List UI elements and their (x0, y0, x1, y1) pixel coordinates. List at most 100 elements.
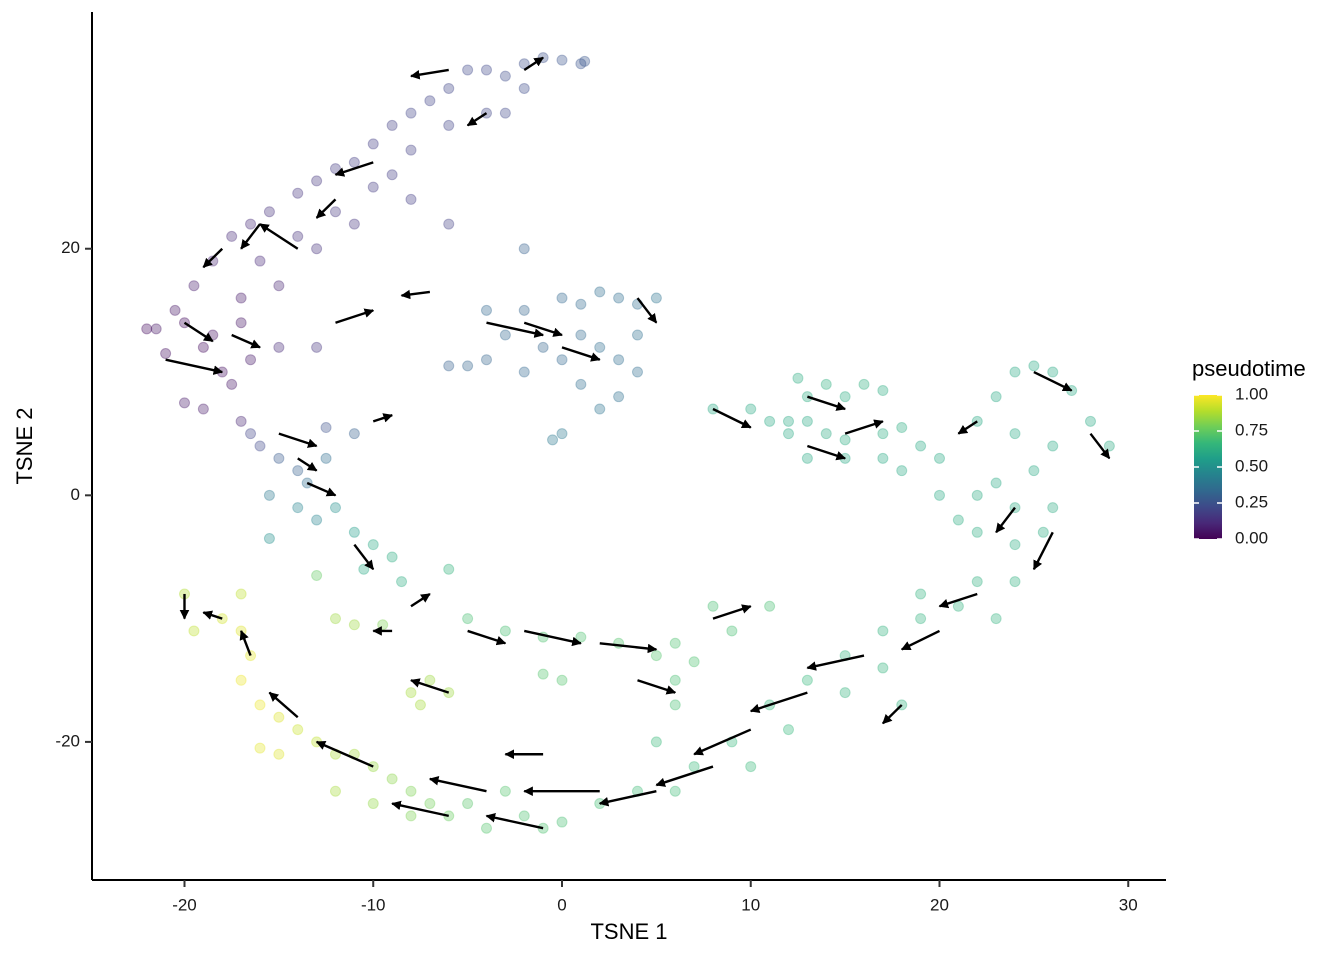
point (518, 810, 530, 822)
velocity-arrow (315, 740, 374, 768)
point (537, 341, 549, 353)
velocity-arrow (428, 776, 487, 793)
x-tick-label: 30 (1119, 895, 1138, 914)
point (1103, 440, 1115, 452)
point (801, 415, 813, 427)
point (971, 489, 983, 501)
point (348, 156, 360, 168)
point (443, 218, 455, 230)
velocity-arrow (844, 419, 884, 435)
colorbar-label: 0.75 (1235, 420, 1268, 439)
point (801, 452, 813, 464)
point (669, 637, 681, 649)
point (141, 323, 153, 335)
colorbar-label: 0.50 (1235, 456, 1268, 475)
velocity-arrow (636, 297, 658, 324)
point (575, 631, 587, 643)
point (235, 317, 247, 329)
point (273, 748, 285, 760)
point (915, 440, 927, 452)
point (990, 477, 1002, 489)
point (292, 187, 304, 199)
velocity-arrow (165, 358, 224, 375)
point (594, 286, 606, 298)
x-axis-title: TSNE 1 (590, 919, 667, 944)
velocity-arrow (561, 346, 601, 362)
point (952, 514, 964, 526)
point (443, 360, 455, 372)
point (575, 298, 587, 310)
velocity-arrow (900, 629, 941, 651)
point (226, 378, 238, 390)
point (367, 539, 379, 551)
point (386, 169, 398, 181)
point (669, 785, 681, 797)
velocity-arrow (410, 678, 450, 694)
point (424, 95, 436, 107)
point (292, 230, 304, 242)
point (443, 119, 455, 131)
point (1009, 576, 1021, 588)
velocity-arrow (523, 629, 582, 647)
point (405, 785, 417, 797)
velocity-arrow (391, 800, 449, 818)
velocity-arrow (183, 321, 214, 343)
point (160, 348, 172, 360)
point (292, 502, 304, 514)
point (480, 822, 492, 834)
point (877, 385, 889, 397)
point (782, 724, 794, 736)
point (377, 619, 389, 631)
point (235, 292, 247, 304)
point (499, 625, 511, 637)
point (396, 576, 408, 588)
point (669, 674, 681, 686)
point (688, 761, 700, 773)
point (254, 742, 266, 754)
point (650, 736, 662, 748)
point (188, 280, 200, 292)
point (320, 452, 332, 464)
colorbar-label: 0.00 (1235, 528, 1268, 547)
velocity-arrow (523, 56, 544, 71)
point (556, 54, 568, 66)
point (613, 354, 625, 366)
point (896, 422, 908, 434)
point (235, 415, 247, 427)
y-tick-label: 0 (71, 485, 80, 504)
point (792, 372, 804, 384)
x-tick-label: 20 (930, 895, 949, 914)
velocity-arrow (1032, 531, 1054, 571)
point (1009, 366, 1021, 378)
point (188, 625, 200, 637)
velocity-arrow (882, 704, 903, 725)
velocity-arrow (202, 247, 224, 269)
velocity-arrow (467, 629, 507, 646)
point (462, 360, 474, 372)
y-tick-label: -20 (55, 731, 80, 750)
point (273, 341, 285, 353)
point (971, 576, 983, 588)
point (311, 514, 323, 526)
velocity-arrow (278, 432, 318, 448)
point (915, 588, 927, 600)
point (358, 563, 370, 575)
point (877, 452, 889, 464)
point (579, 55, 591, 67)
point (764, 415, 776, 427)
point (594, 341, 606, 353)
point (348, 619, 360, 631)
point (273, 280, 285, 292)
point (245, 354, 257, 366)
velocity-arrow (410, 592, 431, 608)
velocity-arrow (239, 630, 252, 657)
point (348, 428, 360, 440)
y-axis-title: TSNE 2 (12, 407, 37, 484)
point (169, 304, 181, 316)
point (254, 699, 266, 711)
point (896, 465, 908, 477)
velocity-arrow (938, 592, 978, 609)
point (311, 341, 323, 353)
x-tick-label: 10 (741, 895, 760, 914)
point (518, 366, 530, 378)
